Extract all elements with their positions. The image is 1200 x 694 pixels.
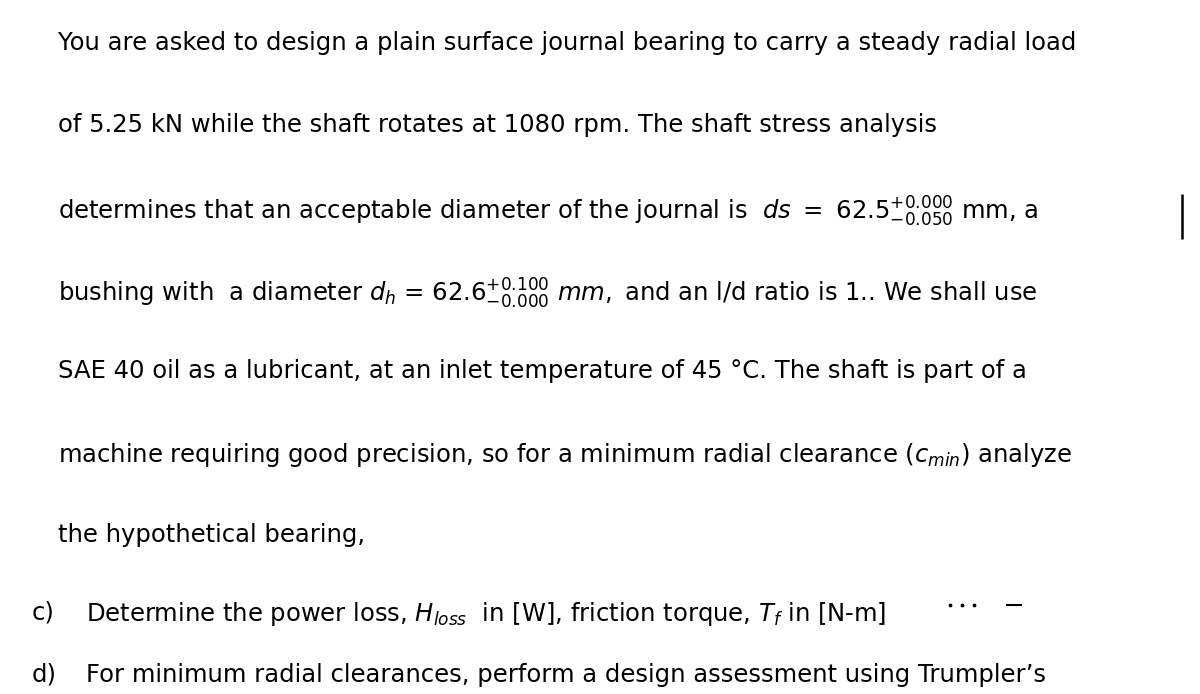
- Text: For minimum radial clearances, perform a design assessment using Trumpler’s: For minimum radial clearances, perform a…: [86, 663, 1046, 687]
- Text: SAE 40 oil as a lubricant, at an inlet temperature of 45 °C. The shaft is part o: SAE 40 oil as a lubricant, at an inlet t…: [58, 359, 1026, 383]
- Text: the hypothetical bearing,: the hypothetical bearing,: [58, 523, 365, 547]
- Text: of 5.25 kN while the shaft rotates at 1080 rpm. The shaft stress analysis: of 5.25 kN while the shaft rotates at 10…: [58, 113, 937, 137]
- Text: d): d): [31, 663, 56, 687]
- Text: c): c): [31, 600, 54, 625]
- Text: machine requiring good precision, so for a minimum radial clearance ($c_{min}$) : machine requiring good precision, so for…: [58, 441, 1072, 468]
- Text: Determine the power loss, $H_{loss}$  in [W], friction torque, $T_f$ in [N-m]: Determine the power loss, $H_{loss}$ in …: [86, 600, 887, 628]
- Text: bushing with  a diameter $d_h$ = 62.6$^{+0.100}_{-0.000}$ $\mathit{mm},$ and an : bushing with a diameter $d_h$ = 62.6$^{+…: [58, 277, 1037, 311]
- Text: determines that an acceptable diameter of the journal is  $\mathit{ds}\ =\ 62.5^: determines that an acceptable diameter o…: [58, 195, 1038, 229]
- Text: You are asked to design a plain surface journal bearing to carry a steady radial: You are asked to design a plain surface …: [58, 31, 1076, 56]
